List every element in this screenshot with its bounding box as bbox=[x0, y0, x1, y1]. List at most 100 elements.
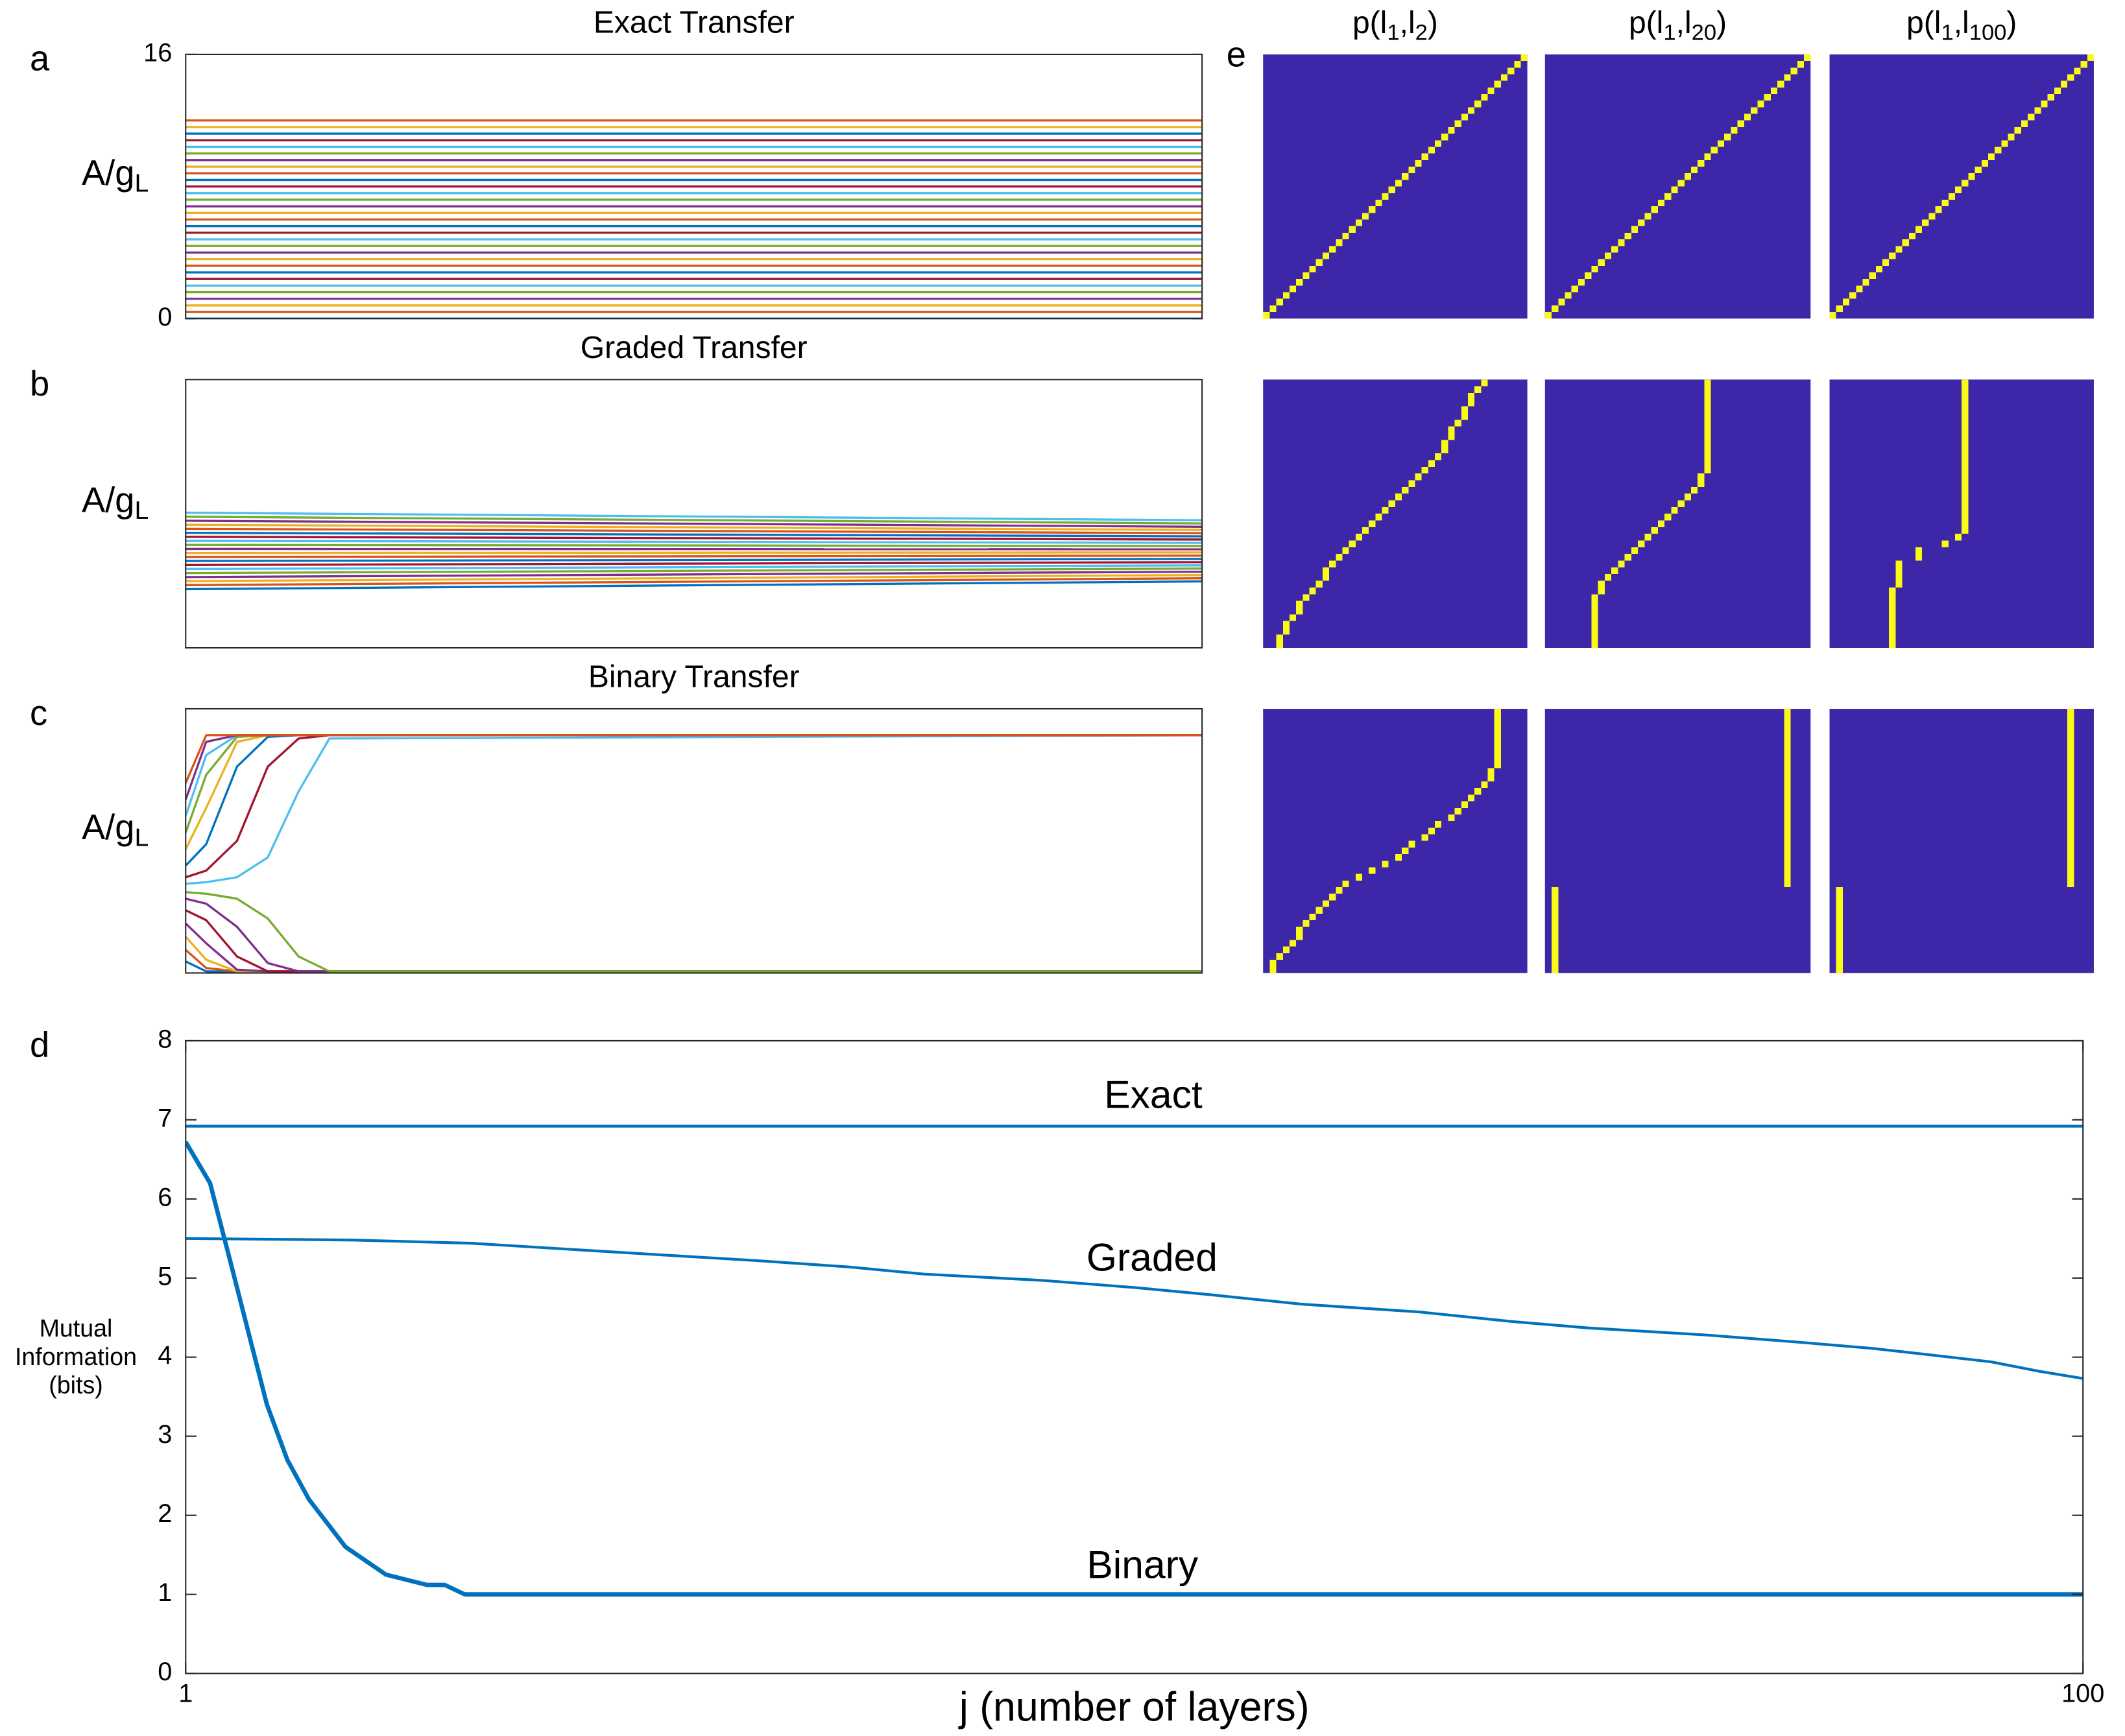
y-axis-label: Mutual bbox=[40, 1314, 113, 1342]
heatmap-cell bbox=[1704, 446, 1711, 454]
heatmap-cell bbox=[2008, 134, 2015, 141]
heatmap-title-part: ,l bbox=[1400, 6, 1415, 40]
heatmap-cell bbox=[1935, 206, 1942, 213]
y-tick-label: 5 bbox=[158, 1262, 172, 1290]
heatmap-cell bbox=[1962, 413, 1969, 420]
heatmap-cell bbox=[1704, 420, 1711, 427]
heatmap-cell bbox=[1671, 506, 1678, 514]
heatmap-cell bbox=[1698, 473, 1705, 481]
heatmap-cell bbox=[1315, 907, 1323, 914]
series-line bbox=[186, 734, 1203, 800]
heatmap-cell bbox=[1784, 821, 1791, 828]
heatmap-cell bbox=[1644, 213, 1651, 220]
heatmap-cell bbox=[1915, 547, 1923, 554]
series-line bbox=[186, 554, 1203, 558]
series-line bbox=[186, 577, 1203, 586]
heatmap-cell bbox=[1578, 279, 1585, 286]
heatmap-title-sub: 2 bbox=[1415, 21, 1428, 45]
heatmap-cell bbox=[1784, 801, 1791, 808]
heatmap-cell bbox=[1895, 574, 1903, 581]
heatmap-cell bbox=[1784, 728, 1791, 735]
heatmap-cell bbox=[1544, 312, 1552, 319]
heatmap-cell bbox=[1474, 101, 1482, 108]
y-axis-label: Information bbox=[15, 1343, 137, 1370]
heatmap-cell bbox=[1784, 834, 1791, 841]
heatmap-cell bbox=[1895, 560, 1903, 567]
heatmap-cell bbox=[1657, 520, 1665, 527]
heatmap-cell bbox=[1698, 480, 1705, 487]
heatmap-cell bbox=[1618, 239, 1625, 246]
heatmap-cell bbox=[1355, 874, 1362, 881]
heatmap-cell bbox=[1552, 887, 1559, 894]
heatmap-cell bbox=[1329, 894, 1336, 901]
heatmap-cell bbox=[1836, 940, 1843, 947]
heatmap-cell bbox=[1862, 279, 1869, 286]
heatmap-cell bbox=[1591, 265, 1598, 272]
heatmap-cell bbox=[1962, 453, 1969, 460]
heatmap-cell bbox=[1962, 460, 1969, 467]
heatmap-cell bbox=[1481, 379, 1488, 386]
heatmap-cell bbox=[1441, 134, 1448, 141]
heatmap-cell bbox=[2054, 87, 2061, 94]
heatmap-cell bbox=[1624, 554, 1631, 561]
heatmap-cell bbox=[2067, 814, 2074, 822]
heatmap-background bbox=[1263, 379, 1528, 648]
heatmap-cell bbox=[1962, 506, 1969, 514]
heatmap-cell bbox=[1704, 426, 1711, 434]
heatmap-cell bbox=[1349, 540, 1356, 547]
heatmap-cell bbox=[1441, 440, 1448, 447]
heatmap-cell bbox=[1784, 794, 1791, 802]
heatmap-cell bbox=[1784, 761, 1791, 768]
y-axis-label: A/gL bbox=[82, 153, 149, 198]
heatmap-cell bbox=[1269, 960, 1277, 967]
heatmap-cell bbox=[1448, 126, 1455, 134]
heatmap-cell bbox=[2067, 761, 2074, 768]
series-line bbox=[186, 936, 1203, 973]
heatmap-cell bbox=[2067, 834, 2074, 841]
heatmap-cell bbox=[1481, 93, 1488, 101]
heatmap-cell bbox=[1836, 953, 1843, 960]
axes-frame bbox=[185, 707, 1203, 974]
series-line bbox=[186, 734, 1203, 850]
heatmap-cell bbox=[1494, 728, 1501, 735]
panel-label: b bbox=[30, 364, 49, 403]
heatmap-cell bbox=[1784, 741, 1791, 749]
heatmap-cell bbox=[1454, 120, 1461, 127]
heatmap-cell bbox=[1664, 193, 1672, 200]
heatmap-cell bbox=[1552, 894, 1559, 901]
heatmap-title-sub: 100 bbox=[1969, 21, 2007, 45]
heatmap-cell bbox=[1276, 634, 1283, 641]
heatmap-cell bbox=[1790, 67, 1797, 75]
heatmap-cell bbox=[1784, 715, 1791, 722]
heatmap-cell bbox=[1895, 567, 1903, 575]
series-line bbox=[186, 734, 1203, 885]
heatmap-cell bbox=[1342, 880, 1349, 888]
heatmap-cell bbox=[1454, 420, 1461, 427]
heatmap-cell bbox=[2087, 54, 2094, 62]
heatmap-cell bbox=[1731, 126, 1738, 134]
heatmap-cell bbox=[2067, 774, 2074, 782]
heatmap-cell bbox=[1804, 54, 1811, 62]
heatmap-cell bbox=[2047, 93, 2054, 101]
heatmap-cell bbox=[1448, 814, 1455, 822]
axes-frame bbox=[185, 53, 1203, 320]
heatmap-cell bbox=[2067, 788, 2074, 795]
heatmap-cell bbox=[1691, 167, 1698, 174]
heatmap-cell bbox=[1421, 466, 1428, 474]
heatmap-cell bbox=[1882, 259, 1890, 266]
heatmap-cell bbox=[1487, 774, 1495, 782]
heatmap-cell bbox=[1770, 87, 1778, 94]
series-line bbox=[186, 543, 1203, 547]
heatmap-cell bbox=[1494, 741, 1501, 749]
y-axis-label: A/gL bbox=[82, 481, 149, 525]
heatmap-cell bbox=[1296, 279, 1303, 286]
plot-area bbox=[186, 511, 1203, 591]
heatmap-cell bbox=[1962, 386, 1969, 393]
heatmap-cell bbox=[1289, 940, 1297, 947]
heatmap-cell bbox=[1784, 867, 1791, 874]
heatmap-cell bbox=[1962, 406, 1969, 414]
heatmap-cell bbox=[1494, 80, 1501, 88]
heatmap-cell bbox=[1698, 160, 1705, 167]
heatmap-cell bbox=[1474, 386, 1482, 393]
heatmap-cell bbox=[2067, 755, 2074, 762]
